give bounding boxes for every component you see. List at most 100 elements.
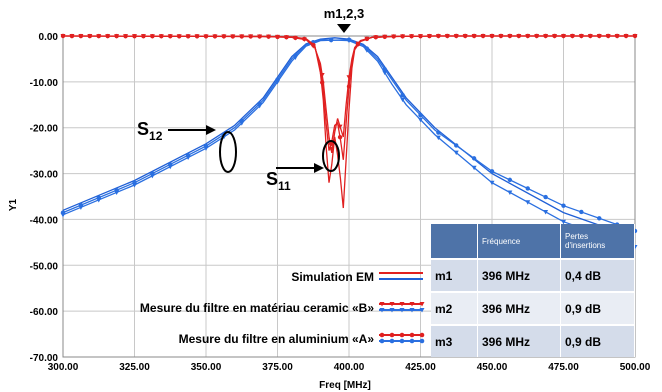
s11-series-3-point	[87, 33, 93, 39]
marker-frequency: 396 MHz	[477, 291, 561, 325]
legend-swatch-point	[399, 332, 405, 338]
s12-series-3-line	[62, 39, 636, 232]
s11-series-3-point	[605, 33, 611, 39]
marker-table-row: m3 396 MHz 0,9 dB	[431, 324, 635, 357]
legend-swatch-point	[379, 302, 385, 307]
s11-series-3-point	[552, 33, 557, 39]
s11-series-3-point	[319, 80, 325, 85]
s12-series-2-point	[471, 165, 477, 171]
legend-label-aluminium: Mesure du filtre en aluminium «A»	[179, 332, 375, 346]
x-tick-label: 375.00	[262, 362, 293, 373]
x-tick-label: 300.00	[48, 362, 79, 373]
s11-series-3-point	[391, 34, 396, 39]
marker-id: m1	[431, 258, 478, 292]
s12-series-3-point	[525, 186, 530, 191]
y-tick-label: -70.00	[30, 353, 59, 364]
s11-series-3-point	[409, 34, 414, 39]
s12-label: S12	[137, 119, 163, 143]
s11-series-3-point	[141, 33, 146, 39]
s11-series-2-point	[337, 124, 343, 130]
s11-ellipse	[322, 140, 340, 172]
marker-loss: 0,4 dB	[560, 258, 635, 292]
s11-series-3-point	[480, 33, 486, 39]
legend-swatch-point	[389, 332, 395, 338]
s11-series-3-point	[561, 33, 566, 39]
x-tick-label: 450.00	[477, 362, 508, 373]
s12-series-3-point	[364, 46, 370, 51]
legend-swatch-point	[419, 338, 425, 344]
marker-table-header: Fréquence Pertes d'insertions	[431, 224, 635, 259]
s12-series-3-point	[203, 143, 209, 149]
x-tick-label: 350.00	[191, 362, 222, 373]
s12-series-2-point	[400, 97, 406, 103]
s11-series-3-point	[534, 33, 539, 39]
marker-table-header-losses: Pertes d'insertions	[560, 224, 635, 259]
s12-series-1-line	[62, 37, 636, 239]
s12-series-2-point	[561, 219, 566, 225]
s11-series-3-point	[489, 33, 495, 39]
legend-label-simulation: Simulation EM	[291, 270, 374, 284]
legend: Simulation EM Mesure du filtre en matéri…	[140, 270, 425, 346]
legend-swatch-point	[379, 338, 385, 344]
s11-series-3-point	[614, 33, 620, 39]
s11-series-3-point	[302, 36, 307, 42]
legend-swatch-point	[409, 332, 415, 338]
y-axis-title: Y1	[8, 198, 19, 211]
s12-series-3-point	[579, 209, 584, 215]
marker-loss: 0,9 dB	[560, 291, 635, 325]
y-tick-label: -30.00	[30, 170, 59, 181]
legend-swatch-point	[419, 302, 425, 307]
s11-series-3-point	[462, 33, 468, 39]
s11-series-3-point	[525, 33, 530, 39]
x-ticks: 300.00 325.00 350.00 375.00 400.00 425.00 450.…	[48, 362, 651, 373]
s12-series-3-point	[257, 101, 262, 106]
plot-frame	[62, 35, 636, 358]
s12-arrowhead	[206, 125, 216, 135]
s11-series-3-point	[597, 33, 602, 39]
x-tick-label: 325.00	[119, 362, 150, 373]
marker-id: m2	[431, 291, 478, 325]
legend-swatch-point	[399, 338, 405, 344]
legend-label-ceramic: Mesure du filtre en matériau ceramic «B»	[140, 301, 374, 315]
s11-series-3-point	[230, 34, 236, 39]
s12-series-3-point	[168, 162, 173, 167]
s11-series-3-point	[203, 34, 209, 39]
legend-swatch-point	[389, 308, 395, 313]
s11-series-3-point	[123, 33, 128, 39]
s12-series-3-point	[114, 187, 119, 193]
marker-loss: 0,9 dB	[560, 324, 635, 357]
s12-series-3-point	[543, 194, 548, 200]
s12-series-3-point	[275, 77, 280, 82]
y-tick-label: -60.00	[30, 307, 59, 318]
s11-series-3-point	[588, 33, 593, 39]
y-tick-label: -40.00	[30, 215, 59, 226]
s11-series-3-point	[382, 34, 387, 39]
s12-series-2-point	[543, 209, 549, 215]
x-tick-label: 475.00	[548, 362, 579, 373]
legend-swatch-point	[409, 308, 415, 313]
s11-series-3-point	[275, 34, 280, 40]
s11-series-3-point	[373, 34, 379, 40]
s12-series-3-point	[400, 92, 405, 98]
legend-swatch-point	[389, 338, 395, 344]
y-ticks: 0.00 -10.00 -20.00 -30.00 -40.00 -50.00 -60.00…	[30, 32, 59, 364]
legend-swatches	[379, 272, 425, 344]
s12-series-3-point	[489, 169, 495, 174]
s12-ellipse	[219, 131, 237, 173]
s11-series-3-point	[328, 141, 334, 146]
s11-series-3-point	[168, 34, 173, 39]
marker-table: Fréquence Pertes d'insertions m1 396 MHz…	[431, 224, 635, 357]
s12-series-3-point	[60, 210, 66, 215]
s12-series-3-point	[239, 118, 244, 124]
s11-series-3-point	[311, 42, 316, 48]
curves	[60, 33, 638, 250]
s12-series-2-point	[525, 200, 531, 205]
s12-series-2-point	[435, 135, 441, 141]
s12-series-3-point	[436, 130, 441, 135]
s11-series-3-point	[570, 33, 575, 39]
s12-series-3-point	[96, 195, 101, 200]
s12-series-2-point	[418, 117, 423, 123]
marker-table-header-frequency: Fréquence	[477, 224, 561, 259]
s12-series-2-point	[489, 180, 495, 186]
